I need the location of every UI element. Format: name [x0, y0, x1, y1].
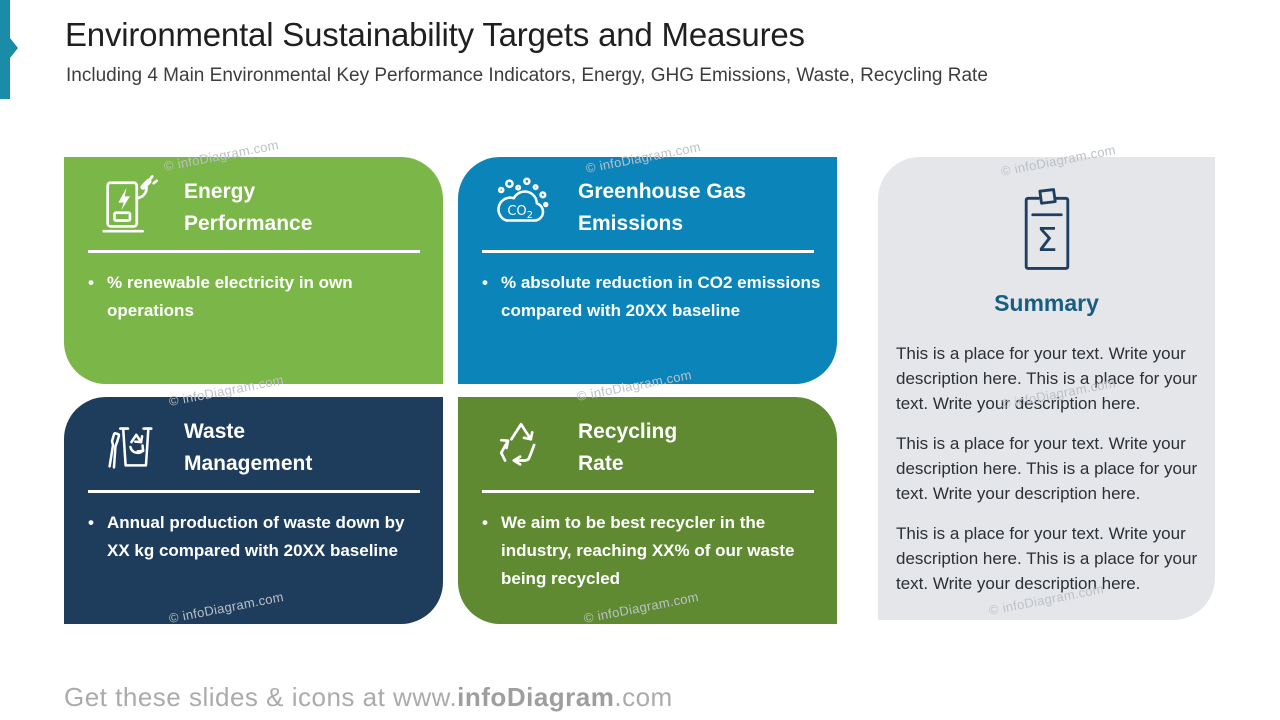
summary-panel: Σ Summary This is a place for your text.… — [878, 157, 1215, 620]
svg-text:CO2: CO2 — [507, 204, 533, 221]
summary-title: Summary — [994, 290, 1099, 316]
summary-paragraph: This is a place for your text. Write you… — [896, 434, 1198, 503]
accent-bar — [0, 0, 10, 99]
card-title: Waste Management — [184, 416, 312, 480]
svg-text:Σ: Σ — [1036, 221, 1057, 259]
card-divider — [482, 250, 814, 253]
card-bullet-text: % absolute reduction in CO2 emissions co… — [501, 273, 821, 320]
card-title-line2: Emissions — [578, 212, 684, 235]
footer-brand: infoDiagram — [457, 682, 615, 712]
kpi-card-waste-management: Waste Management • Annual production of … — [64, 397, 443, 624]
summary-paragraph: This is a place for your text. Write you… — [896, 344, 1198, 413]
card-bullet: • Annual production of waste down by XX … — [88, 509, 427, 565]
card-bullet-text: Annual production of waste down by XX kg… — [107, 513, 405, 560]
card-divider — [88, 490, 420, 493]
bullet-marker: • — [88, 513, 94, 532]
bullet-marker: • — [88, 273, 94, 292]
ev-charging-station-icon — [98, 174, 160, 238]
card-title-line2: Rate — [578, 452, 624, 475]
kpi-card-energy-performance: Energy Performance • % renewable electri… — [64, 157, 443, 384]
card-title-line2: Management — [184, 452, 313, 475]
summary-paragraph: This is a place for your text. Write you… — [896, 524, 1198, 593]
card-title-line1: Energy — [184, 180, 256, 203]
footer-text-suffix: .com — [614, 682, 673, 712]
card-bullet: • % absolute reduction in CO2 emissions … — [482, 269, 821, 325]
card-title-line1: Waste — [184, 420, 246, 443]
bullet-marker: • — [482, 273, 488, 292]
footer-promo: Get these slides & icons at www.infoDiag… — [64, 682, 673, 713]
waste-bin-recycle-icon — [98, 414, 160, 478]
co2-cloud-icon: CO2 — [492, 174, 554, 238]
card-bullet: • We aim to be best recycler in the indu… — [482, 509, 821, 593]
clipboard-sigma-icon: Σ — [1011, 183, 1083, 275]
card-title: Energy Performance — [184, 176, 312, 240]
card-divider — [88, 250, 420, 253]
recycle-arrows-icon — [492, 414, 554, 478]
card-title: Recycling Rate — [578, 416, 677, 480]
bullet-marker: • — [482, 513, 488, 532]
card-bullet: • % renewable electricity in own operati… — [88, 269, 427, 325]
page-subtitle: Including 4 Main Environmental Key Perfo… — [66, 65, 988, 86]
card-bullet-text: % renewable electricity in own operation… — [107, 273, 353, 320]
card-bullet-text: We aim to be best recycler in the indust… — [501, 513, 795, 588]
card-divider — [482, 490, 814, 493]
card-title-line1: Greenhouse Gas — [578, 180, 747, 203]
card-title: Greenhouse Gas Emissions — [578, 176, 746, 240]
accent-arrow-icon — [10, 38, 18, 58]
card-title-line1: Recycling — [578, 420, 678, 443]
page-title: Environmental Sustainability Targets and… — [65, 16, 805, 53]
footer-text-prefix: Get these slides & icons at www. — [64, 682, 458, 712]
summary-body: This is a place for your text. Write you… — [896, 341, 1199, 611]
kpi-card-greenhouse-gas-emissions: CO2 Greenhouse Gas Emissions • % absolut… — [458, 157, 837, 384]
kpi-card-recycling-rate: Recycling Rate • We aim to be best recyc… — [458, 397, 837, 624]
card-title-line2: Performance — [184, 212, 313, 235]
